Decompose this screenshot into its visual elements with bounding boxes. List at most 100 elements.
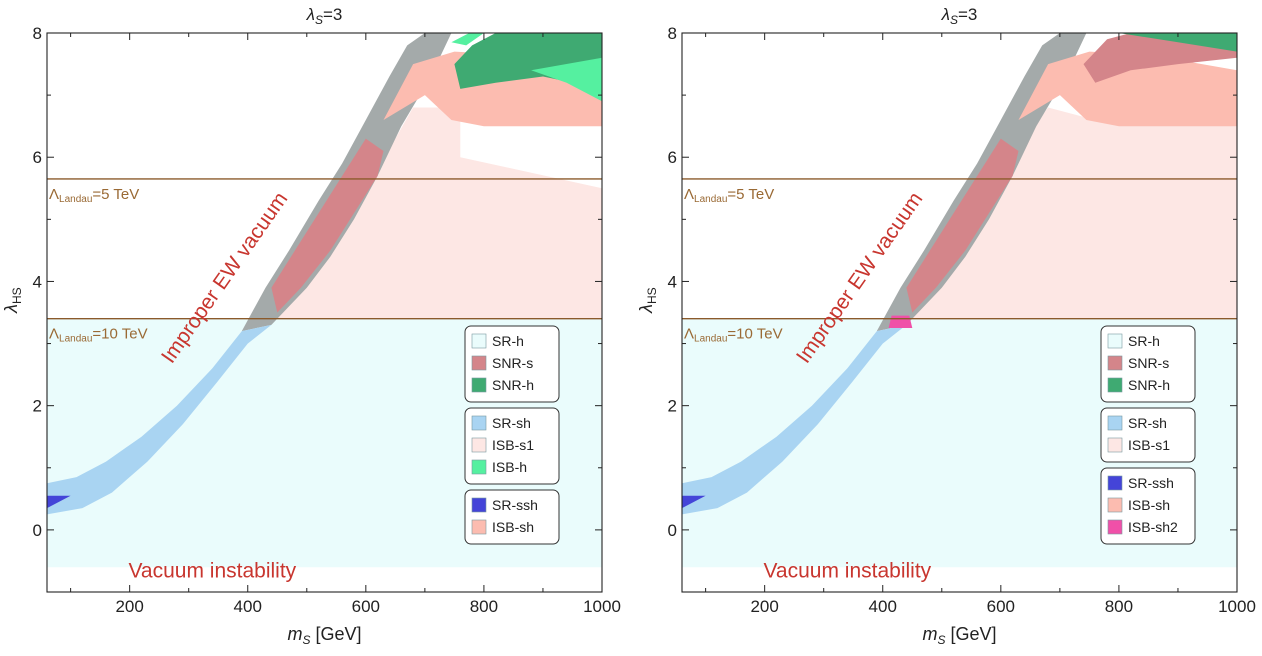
legend-swatch [1107,377,1123,393]
y-axis-symbol: λ [1,304,21,314]
x-tick-label: 200 [750,597,778,616]
region-ISB-sh [1018,51,1237,127]
legend-box-2 [464,407,560,485]
legend-label: ISB-s1 [1128,437,1170,453]
legend-box-3 [464,489,560,545]
legend-swatch [1107,415,1123,431]
landau-symbol: Λ [684,186,694,203]
landau-subscript: Landau [694,194,727,205]
title-symbol: λ [306,5,315,24]
vacuum-instability-label: Vacuum instability [763,560,931,583]
legend-label: SR-ssh [492,497,538,513]
region-SNR-h [1118,33,1237,52]
title-symbol: λ [941,5,950,24]
y-tick-label: 0 [33,521,42,540]
x-tick-label: 600 [987,597,1015,616]
x-tick-label: 1000 [583,597,621,616]
legend-swatch [1107,497,1123,513]
regions [682,33,1237,568]
x-tick-label: 200 [115,597,143,616]
landau-symbol: Λ [49,326,59,343]
region-ISB-h [451,33,484,46]
legend-label: ISB-sh [1128,497,1170,513]
regions [47,33,602,568]
y-tick-label: 6 [668,148,677,167]
landau-symbol: Λ [684,326,694,343]
landau-subscript: Landau [59,194,92,205]
region-ISB-sh2 [888,315,913,328]
region-ISB-s1 [259,107,602,319]
region-ISB-s1 [894,107,1237,319]
plot-title: λS=3 [941,5,978,27]
legend-swatch [471,415,487,431]
x-axis-symbol: m [287,624,302,644]
region-SR-sh [47,324,272,515]
x-tick-label: 800 [1105,597,1133,616]
region-SR-ssh [47,495,71,509]
y-tick-label: 2 [33,397,42,416]
legend-swatch [1107,333,1123,349]
region-SNR-s [906,138,1019,313]
legend-swatch [1107,355,1123,371]
region-SR-ssh [682,495,706,509]
legend-box-2 [1100,407,1196,463]
region-SR-h [47,318,602,568]
y-tick-label: 2 [668,397,677,416]
legend-label: ISB-sh [492,519,534,535]
legend-swatch [471,497,487,513]
x-axis-title: mS [GeV] [922,624,996,647]
x-tick-label: 400 [234,597,262,616]
landau-label-1: ΛLandau=5 TeV [49,186,139,205]
title-value: =3 [323,5,342,24]
x-axis-unit: [GeV] [310,624,361,644]
legend-swatch [1107,475,1123,491]
legend-swatch [471,377,487,393]
landau-subscript: Landau [694,334,727,345]
legend-swatch [471,459,487,475]
x-axis-subscript: S [937,633,945,647]
plot-title: λS=3 [306,5,343,27]
legend-label: ISB-h [492,459,527,475]
plot-frame [681,32,1238,593]
landau-value: =10 TeV [92,326,147,343]
title-subscript: S [950,13,958,27]
legend-label: SR-h [1128,333,1160,349]
title-subscript: S [315,13,323,27]
landau-label-2: ΛLandau=10 TeV [684,326,783,345]
region-SR-sh [682,324,907,515]
legend-swatch [471,333,487,349]
legend-label: SNR-s [1128,355,1169,371]
landau-value: =5 TeV [92,186,139,203]
legend-box-3 [1100,467,1196,545]
landau-subscript: Landau [59,334,92,345]
y-tick-label: 4 [33,272,42,291]
legend-label: SNR-s [492,355,533,371]
y-tick-label: 8 [668,24,677,43]
y-axis-title: λHS [1,287,24,314]
plot-frame [46,32,603,593]
legend-box-1 [464,325,560,403]
x-axis-symbol: m [922,624,937,644]
legend-label: SNR-h [492,377,534,393]
legend-swatch [471,519,487,535]
legend-box-1 [1100,325,1196,403]
legend-label: SR-sh [1128,415,1167,431]
y-tick-label: 8 [33,24,42,43]
y-axis-subscript: HS [645,287,659,304]
x-axis-subscript: S [302,633,310,647]
legend-label: SR-sh [492,415,531,431]
legend-label: SR-ssh [1128,475,1174,491]
title-value: =3 [958,5,977,24]
y-axis-title: λHS [636,287,659,314]
y-axis-subscript: HS [10,287,24,304]
legend-label: SNR-h [1128,377,1170,393]
legend-swatch [471,355,487,371]
legend-label: SR-h [492,333,524,349]
region-SNR-s [271,138,384,313]
y-tick-label: 0 [668,521,677,540]
x-tick-label: 600 [352,597,380,616]
landau-value: =5 TeV [727,186,774,203]
landau-symbol: Λ [49,186,59,203]
